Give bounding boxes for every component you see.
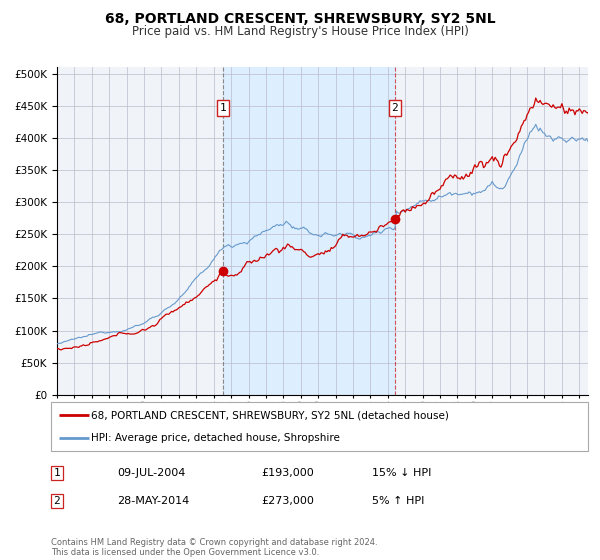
Text: 68, PORTLAND CRESCENT, SHREWSBURY, SY2 5NL: 68, PORTLAND CRESCENT, SHREWSBURY, SY2 5… [104, 12, 496, 26]
Text: 15% ↓ HPI: 15% ↓ HPI [372, 468, 431, 478]
Text: 1: 1 [53, 468, 61, 478]
Text: 2: 2 [392, 103, 398, 113]
Text: 68, PORTLAND CRESCENT, SHREWSBURY, SY2 5NL (detached house): 68, PORTLAND CRESCENT, SHREWSBURY, SY2 5… [91, 410, 449, 421]
Text: 28-MAY-2014: 28-MAY-2014 [117, 496, 189, 506]
Text: £193,000: £193,000 [261, 468, 314, 478]
Text: HPI: Average price, detached house, Shropshire: HPI: Average price, detached house, Shro… [91, 433, 340, 444]
Text: Contains HM Land Registry data © Crown copyright and database right 2024.
This d: Contains HM Land Registry data © Crown c… [51, 538, 377, 557]
Text: 1: 1 [220, 103, 226, 113]
Text: 5% ↑ HPI: 5% ↑ HPI [372, 496, 424, 506]
Bar [223, 67, 395, 395]
Text: 2: 2 [53, 496, 61, 506]
FancyBboxPatch shape [51, 402, 588, 451]
Text: 09-JUL-2004: 09-JUL-2004 [117, 468, 185, 478]
Text: Price paid vs. HM Land Registry's House Price Index (HPI): Price paid vs. HM Land Registry's House … [131, 25, 469, 38]
Text: £273,000: £273,000 [261, 496, 314, 506]
